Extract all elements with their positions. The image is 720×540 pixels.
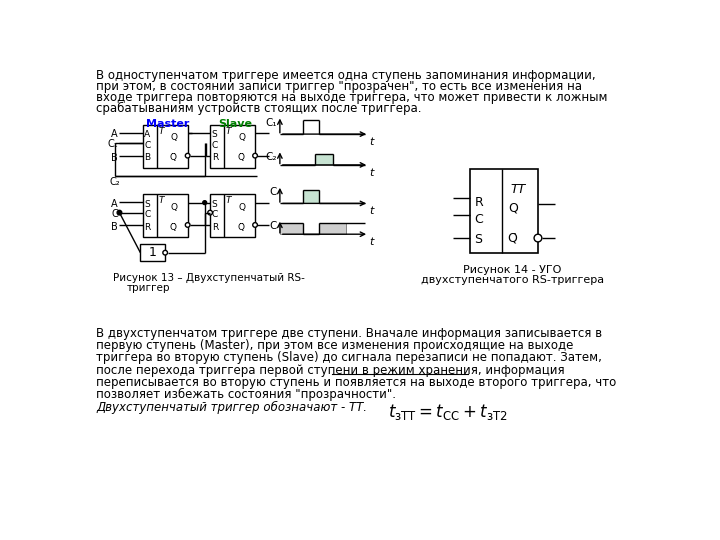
Polygon shape (319, 224, 346, 234)
Text: t: t (369, 237, 374, 247)
Text: C: C (269, 187, 276, 197)
Text: C₁: C₁ (107, 139, 118, 150)
Polygon shape (315, 154, 333, 165)
Text: B: B (111, 222, 118, 232)
Text: Q: Q (238, 133, 245, 143)
Circle shape (253, 153, 258, 158)
Text: переписывается во вторую ступень и появляется на выходе второго триггера, что: переписывается во вторую ступень и появл… (96, 376, 616, 389)
Text: B: B (111, 153, 118, 163)
Text: Slave: Slave (219, 119, 253, 129)
Text: В двухступенчатом триггере две ступени. Вначале информация записывается в: В двухступенчатом триггере две ступени. … (96, 327, 603, 340)
Text: S: S (212, 130, 217, 139)
Circle shape (117, 211, 122, 215)
Bar (210, 125, 255, 168)
Text: 1: 1 (149, 246, 157, 259)
Circle shape (253, 222, 258, 227)
Text: B: B (144, 153, 150, 163)
Circle shape (208, 211, 212, 215)
Text: Q̄: Q̄ (170, 222, 177, 232)
Text: R: R (212, 153, 218, 163)
Text: двухступенчатого RS-триггера: двухступенчатого RS-триггера (420, 275, 604, 285)
Text: после перехода триггера первой ступени в режим хранения, информация: после перехода триггера первой ступени в… (96, 363, 564, 376)
Text: C₁: C₁ (265, 118, 276, 128)
Text: Q̄: Q̄ (238, 222, 244, 232)
Polygon shape (280, 224, 303, 234)
Text: S: S (474, 233, 482, 246)
Text: C: C (212, 211, 218, 219)
Text: t: t (369, 137, 374, 147)
Text: C: C (144, 211, 150, 219)
Text: Двухступенчатый триггер обозначают - ТТ.: Двухступенчатый триггер обозначают - ТТ. (96, 401, 367, 414)
Text: при этом, в состоянии записи триггер "прозрачен", то есть все изменения на: при этом, в состоянии записи триггер "пр… (96, 80, 582, 93)
Bar (140, 244, 165, 261)
Text: C: C (212, 141, 218, 150)
Text: позволяет избежать состояния "прозрачности".: позволяет избежать состояния "прозрачнос… (96, 388, 396, 401)
Text: Q: Q (238, 202, 245, 212)
Circle shape (534, 234, 542, 242)
Text: T: T (158, 197, 163, 206)
Text: Q: Q (171, 202, 178, 212)
Text: триггер: триггер (127, 283, 171, 293)
Text: A: A (144, 130, 150, 139)
Bar (469, 168, 538, 253)
Text: A: A (112, 130, 118, 139)
Text: $t_{\mathrm{зТТ}} = t_{\mathrm{СС}} + t_{\mathrm{зТ2}}$: $t_{\mathrm{зТТ}} = t_{\mathrm{СС}} + t_… (388, 402, 508, 422)
Text: T: T (158, 127, 163, 136)
Bar (143, 125, 188, 168)
Text: S: S (212, 200, 217, 208)
Text: T: T (225, 197, 231, 206)
Text: срабатываниям устройств стоящих после триггера.: срабатываниям устройств стоящих после тр… (96, 102, 422, 115)
Text: C₂: C₂ (265, 152, 276, 162)
Text: Рисунок 13 – Двухступенчатый RS-: Рисунок 13 – Двухступенчатый RS- (113, 273, 305, 283)
Text: входе триггера повторяются на выходе триггера, что может привести к ложным: входе триггера повторяются на выходе три… (96, 91, 608, 104)
Text: C: C (111, 209, 118, 219)
Text: Q: Q (508, 201, 518, 214)
Circle shape (203, 201, 207, 205)
Text: C₂: C₂ (109, 177, 120, 187)
Bar (143, 194, 188, 237)
Text: В одноступенчатом триггере имеется одна ступень запоминания информации,: В одноступенчатом триггере имеется одна … (96, 70, 596, 83)
Text: первую ступень (Master), при этом все изменения происходящие на выходе: первую ступень (Master), при этом все из… (96, 339, 574, 352)
Text: A: A (112, 199, 118, 209)
Text: t: t (369, 168, 374, 178)
Text: C: C (474, 213, 483, 226)
Circle shape (185, 222, 190, 227)
Text: R: R (144, 222, 150, 232)
Text: R: R (474, 195, 483, 208)
Bar (210, 194, 255, 237)
Text: t: t (369, 206, 374, 217)
Text: T: T (225, 127, 231, 136)
Text: S: S (144, 200, 150, 208)
Text: Рисунок 14 - УГО: Рисунок 14 - УГО (463, 265, 562, 275)
Polygon shape (303, 190, 319, 204)
Text: Master: Master (146, 119, 189, 129)
Text: R: R (212, 222, 218, 232)
Text: Q: Q (171, 133, 178, 143)
Text: TT: TT (511, 183, 526, 195)
Text: триггера во вторую ступень (Slave) до сигнала перезаписи не попадают. Затем,: триггера во вторую ступень (Slave) до си… (96, 351, 602, 364)
Circle shape (163, 251, 168, 255)
Text: C̄: C̄ (269, 221, 276, 231)
Text: Q̄: Q̄ (507, 232, 517, 245)
Text: Q̄: Q̄ (238, 153, 244, 163)
Text: C: C (144, 141, 150, 150)
Circle shape (185, 153, 190, 158)
Text: Q̄: Q̄ (170, 153, 177, 163)
